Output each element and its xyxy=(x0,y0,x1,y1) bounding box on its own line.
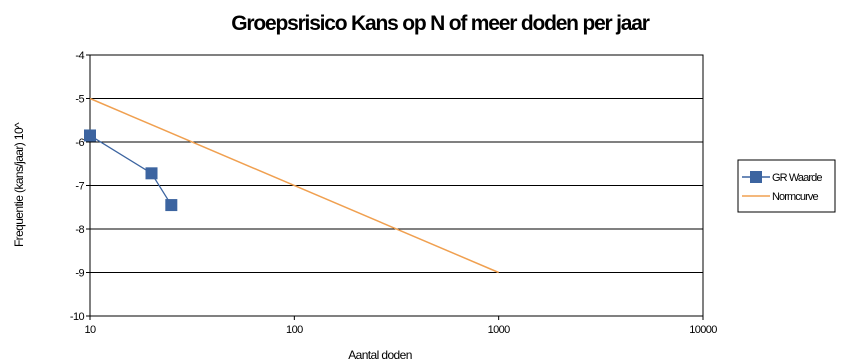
series-layer xyxy=(84,97,499,274)
legend-marker-gr-waarde xyxy=(750,171,762,183)
x-axis-ticks: 10 100 1000 10000 xyxy=(84,316,718,336)
y-tick-label: -4 xyxy=(75,50,84,62)
data-point-gr-waarde xyxy=(165,199,178,212)
x-tick-label: 100 xyxy=(286,324,303,336)
y-tick-label: -7 xyxy=(75,181,84,193)
x-tick-label: 10000 xyxy=(689,324,717,336)
y-tick-label: -8 xyxy=(75,224,84,236)
legend: GR Waarde Normcurve xyxy=(737,159,836,213)
y-axis-label: Frequentie (kans/jaar) 10^ xyxy=(12,122,26,247)
y-tick-label: -5 xyxy=(75,94,84,106)
series-line-normcurve xyxy=(89,97,499,274)
y-axis-ticks: -4 -5 -6 -7 -8 -9 -10 xyxy=(70,50,90,323)
data-point-gr-waarde xyxy=(145,167,158,180)
y-tick-label: -10 xyxy=(70,311,85,323)
y-tick-label: -6 xyxy=(75,137,84,149)
x-axis-label: Aantal doden xyxy=(348,348,412,362)
x-tick-label: 10 xyxy=(84,324,96,336)
chart-title: Groepsrisico Kans op N of meer doden per… xyxy=(231,12,649,35)
legend-label-gr-waarde: GR Waarde xyxy=(772,172,822,184)
data-point-gr-waarde xyxy=(84,129,96,142)
legend-box xyxy=(737,159,836,213)
legend-label-normcurve: Normcurve xyxy=(772,191,818,203)
y-tick-label: -9 xyxy=(75,268,84,280)
x-tick-label: 1000 xyxy=(488,324,511,336)
